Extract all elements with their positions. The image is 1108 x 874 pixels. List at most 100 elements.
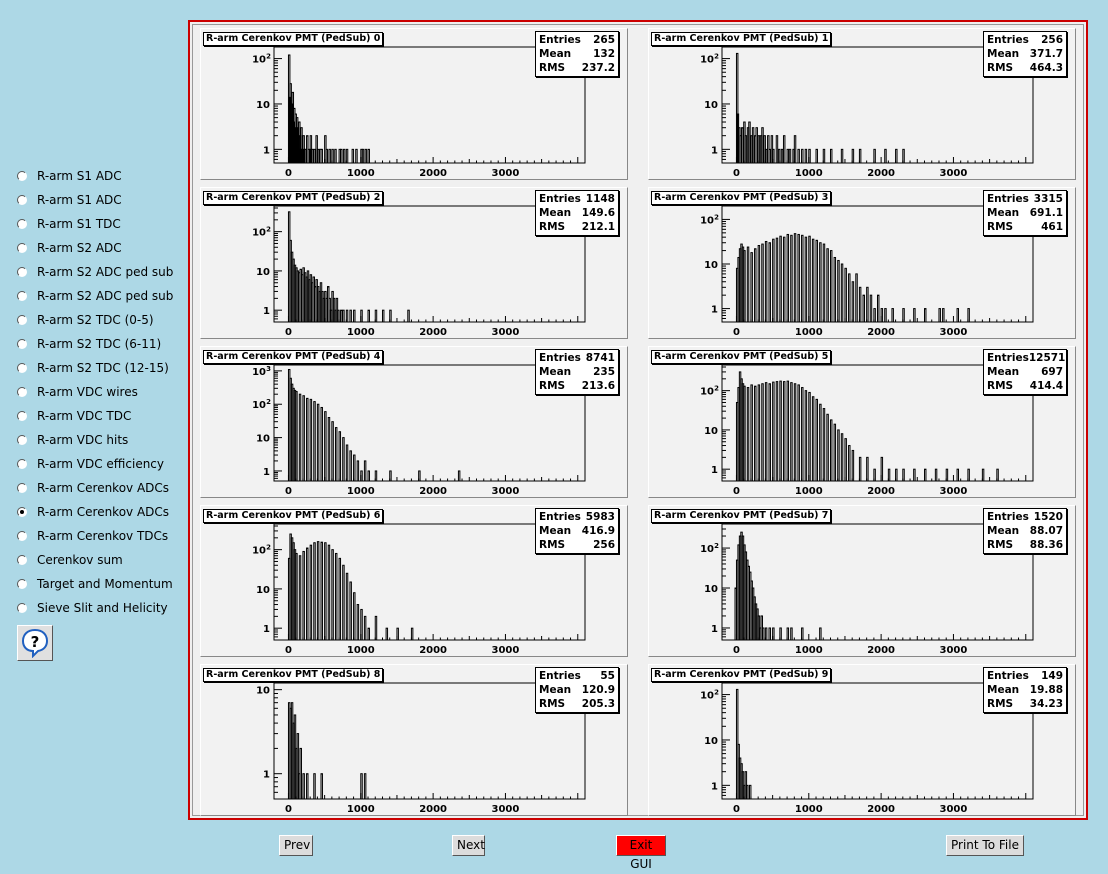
radio-label: R-arm S2 ADC ped sub [37,289,174,303]
help-button[interactable]: ? [17,625,53,661]
stats-box: Entries 256 Mean 371.7 RMS 464.3 [983,31,1067,77]
histogram-bin [320,541,323,641]
radio-option[interactable]: R-arm Cerenkov ADCs [17,502,169,522]
radio-button[interactable] [17,195,27,205]
histogram-title: R-arm Cerenkov PMT (PedSub) 2 [203,191,384,205]
radio-option[interactable]: R-arm VDC TDC [17,406,131,426]
histogram-bin [793,135,797,164]
histogram-bin [924,468,927,482]
x-tick-label: 2000 [419,645,447,656]
radio-button[interactable] [17,291,27,301]
radio-option[interactable]: R-arm S2 ADC ped sub [17,262,173,282]
radio-option[interactable]: R-arm Cerenkov ADCs [17,478,169,498]
x-tick-label: 1000 [795,486,823,497]
histogram-bin [410,627,414,641]
histogram-bin [316,148,320,164]
stats-label: Entries [987,670,1029,682]
histogram-title: R-arm Cerenkov PMT (PedSub) 3 [651,191,832,205]
histogram-bin [367,470,370,482]
stats-row: RMS 414.4 [987,379,1063,393]
histogram-bin [938,308,941,323]
histogram-bin [311,148,314,164]
radio-label: R-arm S1 ADC [37,193,122,207]
prev-button[interactable]: Prev [279,835,313,856]
histogram-pad: 0 1000 2000 3000 1 10 10 2 R-arm Cerenkov PMT (P… [648,505,1076,657]
radio-button[interactable] [17,411,27,421]
stats-row: Entries 1148 [539,192,615,206]
x-tick-label: 1000 [795,645,823,656]
histogram-bin [741,127,744,164]
stats-box: Entries 149 Mean 19.88 RMS 34.23 [983,667,1067,713]
histogram-bin [790,382,793,482]
radio-option[interactable]: R-arm Cerenkov TDCs [17,526,168,546]
radio-button[interactable] [17,219,27,229]
histogram-bin [866,456,869,482]
histogram-bin [762,627,765,641]
radio-option[interactable]: R-arm S2 ADC ped sub [17,286,173,306]
svg-text:?: ? [31,633,40,651]
radio-button[interactable] [17,603,27,613]
histogram-bin [743,385,746,482]
histogram-bin [801,627,804,641]
histogram-bin [826,413,829,482]
radio-label: R-arm VDC efficiency [37,457,165,471]
histogram-bin [913,468,916,482]
radio-option[interactable]: Target and Momentum [17,574,173,594]
radio-button[interactable] [17,339,27,349]
radio-option[interactable]: R-arm S2 TDC (12-15) [17,358,169,378]
histogram-bin [374,309,378,323]
radio-button[interactable] [17,267,27,277]
radio-button[interactable] [17,315,27,325]
radio-button[interactable] [17,555,27,565]
y-tick-label: 1 [263,770,270,781]
radio-button[interactable] [17,531,27,541]
radio-option[interactable]: R-arm S1 ADC [17,166,122,186]
radio-button-selected[interactable] [17,507,27,517]
radio-button[interactable] [17,171,27,181]
histogram-bin [356,460,360,482]
histogram-bin [873,468,876,482]
radio-button[interactable] [17,483,27,493]
radio-option[interactable]: R-arm VDC efficiency [17,454,164,474]
stats-box: Entries 265 Mean 132 RMS 237.2 [535,31,619,77]
stats-value: 132 [593,48,615,60]
x-tick-label: 0 [285,645,292,656]
radio-option[interactable]: R-arm VDC hits [17,430,128,450]
radio-button[interactable] [17,387,27,397]
next-button[interactable]: Next [452,835,485,856]
histogram-bin [743,250,746,323]
exit-gui-button[interactable]: Exit GUI [616,835,666,871]
radio-option[interactable]: Cerenkov sum [17,550,123,570]
radio-option[interactable]: R-arm S2 TDC (6-11) [17,334,161,354]
y-tick-label: 10 [252,546,266,557]
radio-button[interactable] [17,243,27,253]
y-tick-label: 1 [711,465,718,476]
histogram-bin [349,450,352,482]
histogram-bin [360,309,363,323]
stats-row: Mean 88.07 [987,524,1063,538]
radio-button[interactable] [17,459,27,469]
x-tick-label: 3000 [492,486,520,497]
radio-button[interactable] [17,363,27,373]
radio-option[interactable]: R-arm S2 ADC [17,238,122,258]
histogram-bin [844,267,847,323]
radio-option[interactable]: R-arm S1 ADC [17,190,122,210]
radio-option[interactable]: R-arm S1 TDC [17,214,121,234]
histogram-bin [328,148,331,164]
histogram-bin [331,421,334,482]
x-tick-label: 2000 [867,327,895,338]
radio-option[interactable]: R-arm VDC wires [17,382,138,402]
histogram-bin [364,148,368,164]
histogram-bin [334,148,337,164]
histogram-bin [764,382,768,482]
histogram-bin [862,294,865,323]
histogram-bin [793,383,797,482]
radio-button[interactable] [17,579,27,589]
stats-label: RMS [987,62,1014,74]
histogram-bin [334,552,338,641]
radio-option[interactable]: Sieve Slit and Helicity [17,598,168,618]
radio-option[interactable]: R-arm S2 TDC (0-5) [17,310,154,330]
histogram-bin [801,234,804,323]
print-to-file-button[interactable]: Print To File [946,835,1024,856]
radio-button[interactable] [17,435,27,445]
